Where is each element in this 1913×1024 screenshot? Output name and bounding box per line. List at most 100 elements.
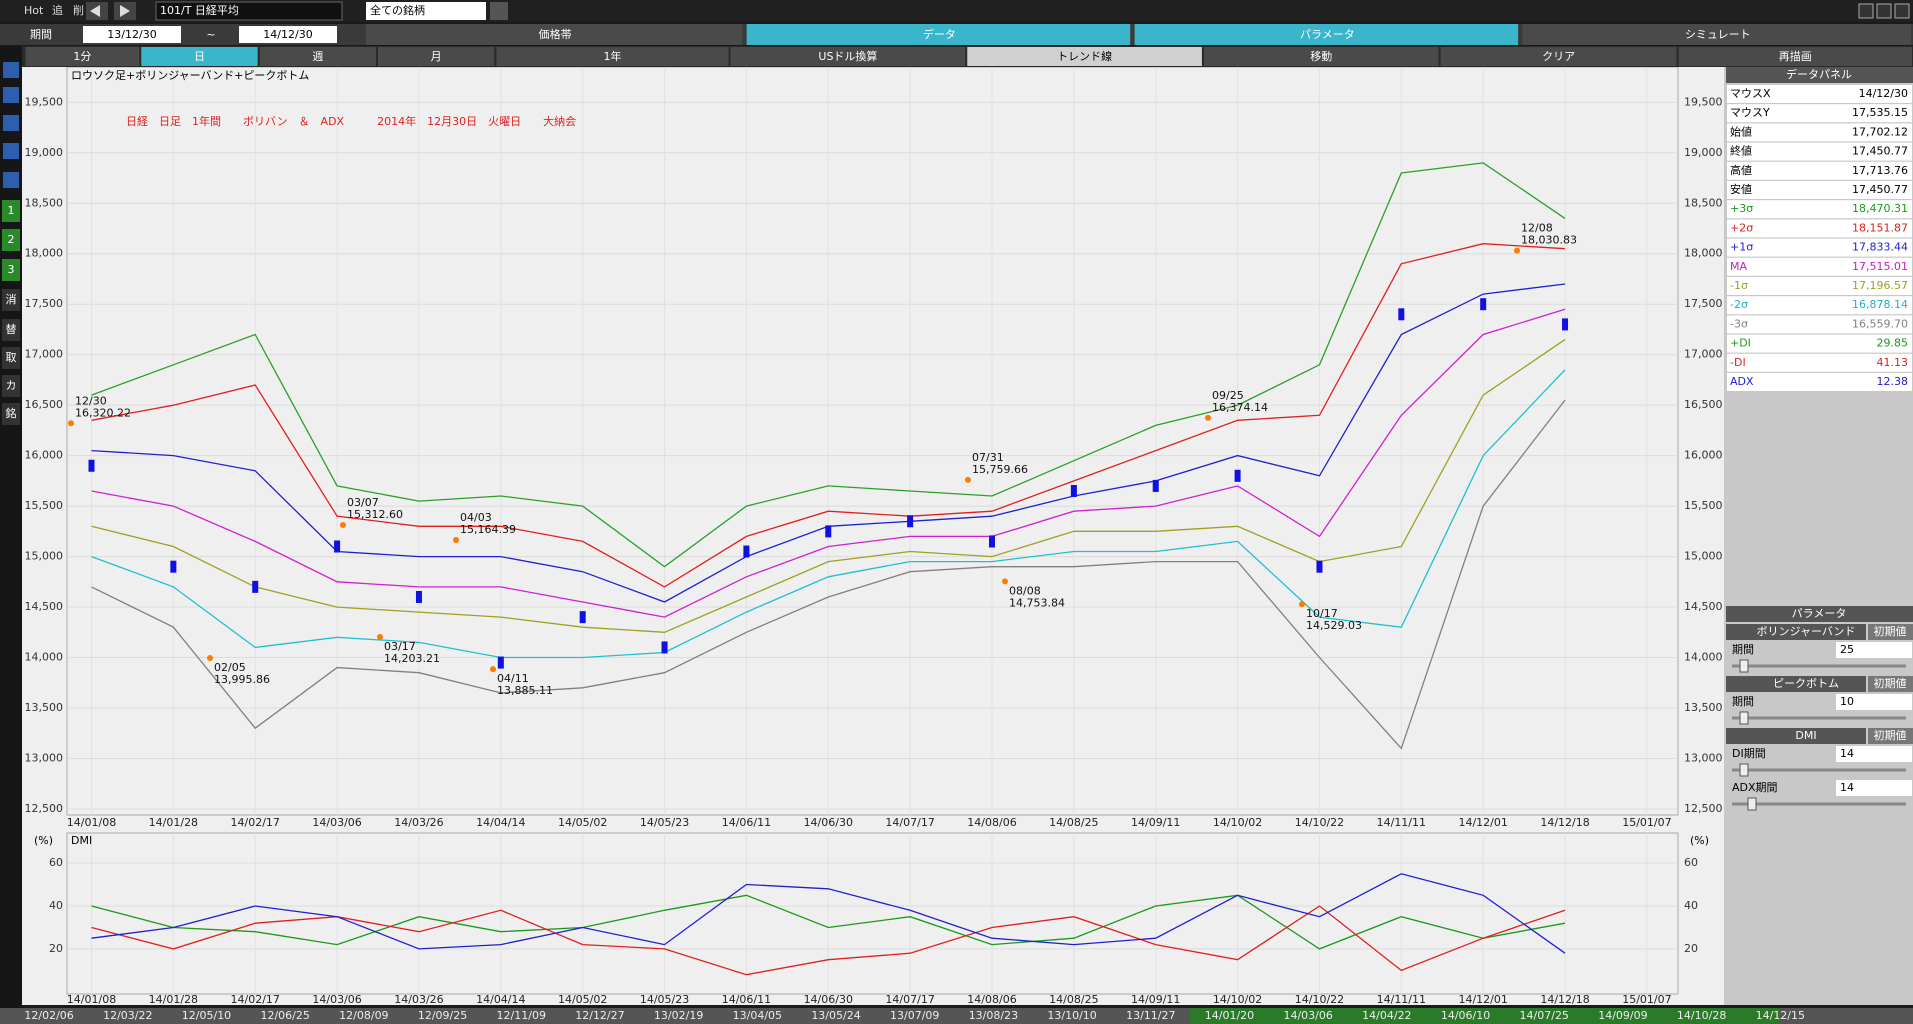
dropdown[interactable]: [490, 2, 508, 20]
tool-button[interactable]: [141, 47, 258, 66]
navigator-date: 14/06/10: [1441, 1009, 1490, 1022]
add-button[interactable]: 追: [52, 3, 63, 17]
panel-value: 17,702.12: [1852, 125, 1908, 138]
annotation-label: 14,753.84: [1009, 596, 1065, 609]
delete-button[interactable]: 削: [73, 3, 84, 17]
annotation-date: 09/25: [1212, 389, 1244, 402]
slider-thumb[interactable]: [1739, 763, 1749, 777]
tab[interactable]: [1522, 24, 1911, 45]
nav-arrow: [90, 5, 130, 17]
x-tick-label: 14/06/11: [722, 816, 771, 829]
panel-row: [1727, 219, 1912, 238]
side-button[interactable]: [2, 347, 20, 369]
param-input[interactable]: [1836, 780, 1912, 796]
tool-button[interactable]: [1440, 47, 1677, 66]
candle: [1234, 469, 1241, 482]
from-box[interactable]: [83, 26, 181, 43]
x-tick-label: 14/07/17: [885, 993, 934, 1006]
tool-button[interactable]: [377, 47, 495, 66]
symbol-box[interactable]: [155, 1, 343, 21]
side-button[interactable]: [2, 259, 20, 281]
panel-row: [1727, 85, 1912, 103]
side-icon[interactable]: [3, 62, 19, 78]
default-button[interactable]: [1868, 728, 1913, 744]
side-icon[interactable]: [3, 143, 19, 159]
param-title: パラメータ: [1792, 607, 1847, 620]
candle: [907, 515, 914, 528]
x-tick-label: 14/09/11: [1131, 993, 1180, 1006]
universe-box[interactable]: [366, 2, 486, 20]
navigator-date: 12/09/25: [418, 1009, 467, 1022]
tool-button[interactable]: [259, 47, 376, 66]
panel-row: [1727, 334, 1912, 353]
tool-button[interactable]: [1203, 47, 1439, 66]
y-tick-label-right: 18,500: [1684, 196, 1723, 209]
side-icon[interactable]: [3, 87, 19, 103]
tool-button-label: 1分: [73, 50, 91, 63]
panel-value: 17,450.77: [1852, 145, 1908, 158]
y-tick-label-right: 19,000: [1684, 146, 1723, 159]
x-tick-label: 14/05/23: [640, 993, 689, 1006]
default-button[interactable]: [1868, 676, 1913, 692]
param-input[interactable]: [1836, 694, 1912, 710]
window-button[interactable]: [1858, 3, 1874, 19]
tab[interactable]: [746, 24, 1131, 45]
side-button[interactable]: [2, 319, 20, 341]
slider-thumb[interactable]: [1739, 659, 1749, 673]
peak-bottom-dot: [1002, 578, 1008, 585]
side-button[interactable]: [2, 229, 20, 251]
tool-button[interactable]: [1678, 47, 1912, 66]
param-field-label: ADX期間: [1732, 781, 1778, 794]
x-tick-label: 14/03/06: [312, 993, 361, 1006]
x-tick-label: 14/08/06: [967, 993, 1016, 1006]
panel-key: +DI: [1730, 337, 1751, 350]
slider-thumb[interactable]: [1739, 711, 1749, 725]
navigator-range[interactable]: [1190, 1008, 1780, 1024]
peak-bottom-dot: [965, 476, 971, 483]
panel-key: ADX: [1730, 375, 1754, 388]
param-input[interactable]: [1836, 642, 1912, 658]
candle: [334, 540, 341, 553]
tool-button[interactable]: [730, 47, 966, 66]
x-tick-label: 14/03/26: [394, 993, 443, 1006]
tool-button-label: 移動: [1310, 49, 1332, 63]
series-line: [91, 243, 1566, 588]
panel-value: 12.38: [1877, 375, 1909, 388]
side-icon[interactable]: [3, 115, 19, 131]
navigator-date: 14/01/20: [1205, 1009, 1254, 1022]
chart-caption: ロウソク足+ボリンジャーバンド+ピークボトム: [71, 69, 309, 82]
annotation-date: 04/03: [460, 511, 492, 524]
window-button[interactable]: [1876, 3, 1892, 19]
param-field-label: 期間: [1732, 695, 1754, 708]
side-button[interactable]: [2, 289, 20, 311]
param-group-name: DMI: [1795, 729, 1816, 742]
panel-row: [1727, 257, 1912, 276]
param-input[interactable]: [1836, 746, 1912, 762]
tool-button[interactable]: [25, 47, 140, 66]
default-button[interactable]: [1868, 624, 1913, 640]
tab[interactable]: [1134, 24, 1519, 45]
tool-button[interactable]: [967, 47, 1202, 66]
side-button[interactable]: [2, 200, 20, 222]
annotation-date: 04/11: [497, 672, 529, 685]
hot-button[interactable]: Hot: [24, 4, 44, 17]
param-field-label: 期間: [1732, 643, 1754, 656]
peak-bottom-dot: [1205, 414, 1211, 421]
side-button[interactable]: [2, 375, 20, 397]
side-icon[interactable]: [3, 172, 19, 188]
annotation-label: 18,030.83: [1521, 234, 1577, 247]
candle: [989, 535, 996, 548]
side-button[interactable]: [2, 403, 20, 425]
y-tick-label-right: 16,500: [1684, 398, 1723, 411]
tool-button[interactable]: [496, 47, 729, 66]
panel-value: 18,470.31: [1852, 202, 1908, 215]
dmi-title: DMI: [71, 834, 92, 847]
to-box[interactable]: [239, 26, 337, 43]
side-toolbar: [0, 46, 22, 1024]
tool-button-label: 1年: [603, 49, 621, 63]
tab[interactable]: [366, 24, 743, 45]
peak-bottom-dot: [453, 536, 459, 543]
slider-thumb[interactable]: [1747, 797, 1757, 811]
window-button[interactable]: [1894, 3, 1910, 19]
annotation-date: 07/31: [972, 451, 1004, 464]
